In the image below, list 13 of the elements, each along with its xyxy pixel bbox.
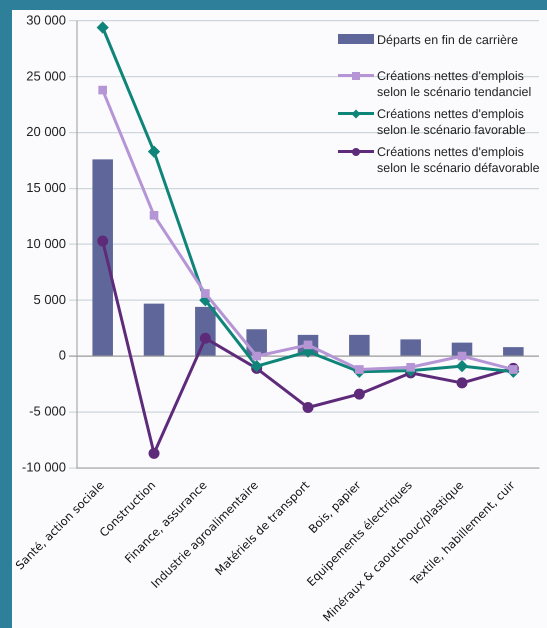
legend-label: Créations nettes d'emplois selon le scénario défavorable (377, 144, 541, 176)
legend-label: Créations nettes d'emplois selon le scénario favorable (377, 106, 527, 138)
y-tick-label: 0 (58, 348, 66, 363)
y-tick-label: 20 000 (26, 124, 66, 140)
y-tick-label: -10 000 (22, 459, 66, 474)
y-tick-label: -5 000 (29, 404, 66, 419)
y-tick-label: 10 000 (26, 236, 66, 251)
y-tick-label: 15 000 (26, 180, 66, 196)
legend-label: Créations nettes d'emplois selon le scénario tendanciel (377, 68, 532, 100)
legend-label: Départs en fin de carrière (377, 32, 518, 48)
y-tick-label: 30 000 (26, 12, 66, 28)
y-tick-label: 25 000 (26, 68, 66, 84)
y-tick-label: 5 000 (33, 292, 66, 307)
